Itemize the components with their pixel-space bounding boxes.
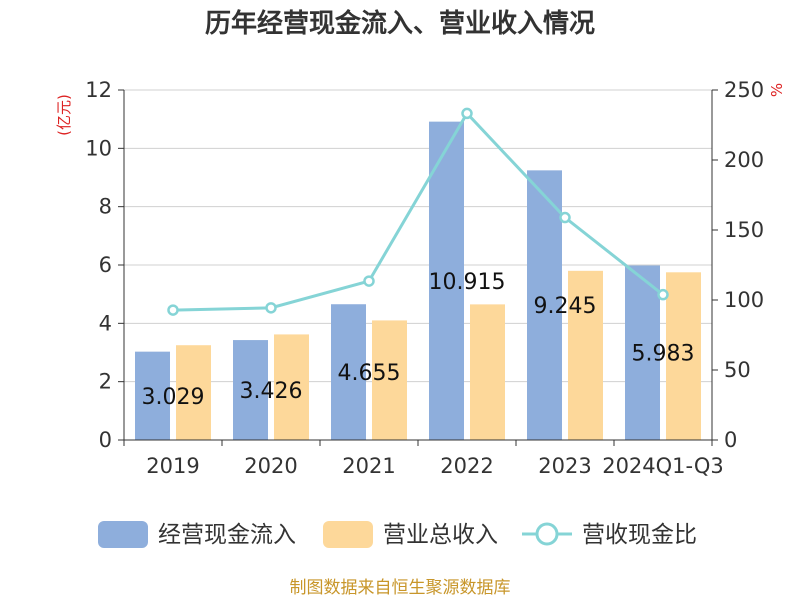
- x-tick-label: 2022: [440, 454, 493, 478]
- axes: 0 2 4 6 8 10 12 0 50 100 150 200 250 2019 2020 2021 2022…: [85, 78, 764, 478]
- right-tick-label: 150: [724, 218, 764, 242]
- data-labels: 3.029 3.426 4.655 10.915 9.245 5.983: [142, 270, 695, 410]
- cash-inflow-bar: [233, 340, 268, 440]
- legend-label: 营业总收入: [383, 522, 498, 548]
- x-tick-label: 2024Q1-Q3: [602, 454, 724, 478]
- grid: [124, 89, 712, 383]
- cash-inflow-value-label: 3.029: [142, 385, 205, 410]
- x-tick-label: 2020: [244, 454, 297, 478]
- right-tick-label: 0: [724, 428, 737, 452]
- left-tick-label: 12: [85, 78, 112, 102]
- ratio-point: [461, 107, 473, 120]
- ratio-line-path: [172, 110, 664, 312]
- right-tick-label: 50: [724, 358, 751, 382]
- left-axis-unit: (亿元): [55, 94, 73, 136]
- revenue-bar: [666, 272, 701, 440]
- ratio-point: [657, 288, 669, 301]
- legend-swatch: [323, 521, 373, 548]
- x-tick-label: 2019: [146, 454, 199, 478]
- chart-title: 历年经营现金流入、营业收入情况: [205, 8, 595, 39]
- left-tick-label: 10: [85, 136, 112, 160]
- ratio-point: [167, 304, 179, 316]
- revenue-bar: [372, 320, 407, 440]
- legend-swatch: [98, 521, 148, 548]
- right-tick-label: 100: [724, 288, 764, 312]
- ratio-line: [167, 107, 669, 316]
- legend: 经营现金流入 营业总收入 营收现金比: [98, 521, 697, 548]
- cash-inflow-value-label: 9.245: [534, 294, 597, 319]
- ratio-point: [559, 211, 571, 224]
- right-tick-label: 250: [724, 78, 764, 102]
- cash-inflow-bar: [331, 304, 366, 440]
- cash-inflow-bar: [135, 351, 170, 440]
- cash-inflow-value-label: 10.915: [429, 270, 506, 295]
- source-note: 制图数据来自恒生聚源数据库: [290, 578, 511, 598]
- ratio-point: [363, 275, 375, 287]
- bars: [135, 121, 701, 440]
- right-tick-label: 200: [724, 148, 764, 172]
- left-tick-label: 0: [99, 428, 112, 452]
- left-tick-label: 4: [99, 311, 112, 335]
- legend-label: 经营现金流入: [158, 522, 296, 548]
- ratio-point: [265, 302, 277, 314]
- cash-inflow-bar: [625, 265, 660, 440]
- right-axis-unit: %: [768, 83, 786, 97]
- revenue-bar: [176, 345, 211, 440]
- cash-inflow-value-label: 5.983: [632, 342, 695, 367]
- left-tick-label: 6: [99, 253, 112, 277]
- left-tick-label: 8: [99, 195, 112, 219]
- legend-marker: [535, 522, 559, 546]
- revenue-bar: [568, 270, 603, 440]
- revenue-bar: [274, 334, 309, 440]
- legend-label: 营收现金比: [582, 522, 697, 548]
- left-tick-label: 2: [99, 370, 112, 394]
- cash-inflow-bar: [429, 121, 464, 440]
- x-tick-label: 2021: [342, 454, 395, 478]
- revenue-bar: [470, 304, 505, 440]
- cash-inflow-value-label: 3.426: [240, 379, 303, 404]
- cash-inflow-bar: [527, 170, 562, 440]
- cash-inflow-value-label: 4.655: [338, 361, 401, 386]
- x-tick-label: 2023: [538, 454, 591, 478]
